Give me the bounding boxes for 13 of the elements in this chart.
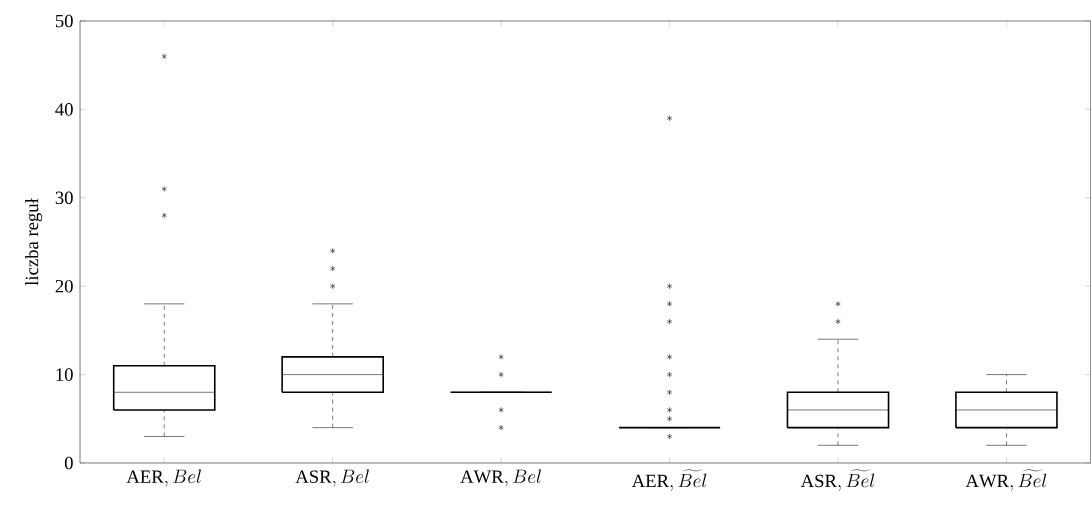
y-tick-label: 0	[64, 456, 73, 470]
y-tick-label: 10	[56, 368, 73, 381]
y-tick-label: 20	[55, 279, 73, 293]
y-tick-label: 50	[55, 14, 73, 28]
x-tick-label: $\mathrm{AWR},\widetilde{Bel}$	[965, 469, 1047, 491]
x-tick-label: $\mathrm{AER},Bel$	[126, 469, 201, 487]
y-tick-label: 40	[55, 103, 73, 116]
x-tick-label: $\mathrm{ASR},\widetilde{Bel}$	[800, 469, 875, 491]
x-tick-label: $\mathrm{ASR},Bel$	[295, 469, 369, 487]
x-tick-label: $\mathrm{AWR},Bel$	[460, 469, 541, 487]
y-axis-title: liczba reguł	[25, 198, 43, 286]
y-tick-label: 30	[55, 191, 73, 205]
x-tick-label: $\mathrm{AER},\widetilde{Bel}$	[631, 469, 707, 491]
